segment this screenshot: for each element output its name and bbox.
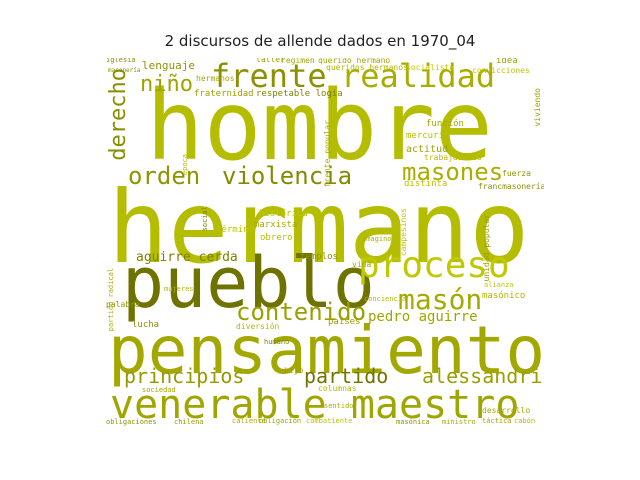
cloud-word: unidad popular [482, 214, 491, 282]
cloud-word: queridos hermanos [326, 63, 408, 72]
cloud-word: iglesia [106, 58, 136, 64]
cloud-word: palabra [106, 300, 140, 309]
cloud-word: caliente [232, 417, 266, 425]
cloud-word: masónica [396, 418, 430, 426]
cloud-word: proceso [358, 245, 510, 286]
cloud-word: idea [496, 58, 518, 66]
cloud-word: distinta [404, 179, 448, 189]
cloud-word: venerable maestro [110, 382, 520, 428]
cloud-word: socialista [406, 63, 455, 72]
cloud-word: orden [128, 162, 201, 190]
cloud-word: templos [300, 252, 338, 262]
cloud-word: alessandri [422, 364, 543, 388]
cloud-word: realidad [341, 58, 496, 95]
cloud-word: táctica [482, 417, 512, 425]
cloud-word: histórica [259, 209, 308, 219]
cloud-word: mercurio [406, 131, 450, 141]
cloud-word: respetable logia [256, 89, 343, 99]
cloud-word: viviendo [533, 88, 542, 127]
cloud-word: sociedad [142, 386, 176, 394]
cloud-word: pueblo [122, 242, 375, 324]
cloud-word: pedro aguirre [368, 309, 478, 325]
cloud-word: obligación [259, 417, 302, 425]
cloud-word: taller [256, 58, 285, 64]
cloud-word: social [201, 206, 209, 232]
cloud-word: frente [211, 58, 327, 95]
cloud-word: obligaciones [106, 418, 157, 426]
cloud-word: ministro [442, 418, 476, 426]
cloud-word: trabajadores [424, 153, 482, 162]
cloud-word: imagino [362, 235, 392, 243]
cloud-word: hombre [146, 70, 493, 182]
cloud-word: humano [264, 338, 290, 346]
cloud-word: combatiente [306, 417, 353, 425]
cloud-word: violencia [222, 162, 353, 190]
cloud-word: vida [352, 260, 372, 269]
cloud-word: derecho [106, 68, 131, 161]
cloud-word: actitud [406, 144, 449, 155]
cloud-word: hermanos [196, 74, 235, 83]
cloud-word: masones [402, 158, 504, 186]
cloud-word: francmasonería [478, 182, 544, 191]
cloud-word: cabón [514, 417, 536, 425]
cloud-word: conciencia [364, 295, 407, 303]
cloud-word: lucha [132, 320, 160, 330]
cloud-word: fuerza [502, 169, 531, 178]
cloud-word: época [181, 154, 189, 176]
cloud-word: obrero [260, 233, 293, 243]
cloud-word: frente popular [323, 120, 332, 188]
cloud-word: contenido [236, 298, 367, 326]
cloud-word: convicciones [472, 66, 530, 75]
cloud-word: régimen [281, 58, 315, 65]
cloud-word: partido [304, 364, 389, 388]
cloud-word: aguirre cerda [136, 250, 238, 265]
cloud-word: mujeres [164, 285, 194, 293]
cloud-word: diversión [236, 322, 280, 331]
cloud-word: sentido [324, 402, 354, 410]
word-cloud: hombre hermano pensamiento pueblo venera… [106, 58, 544, 428]
cloud-word: lenguaje [142, 59, 195, 72]
chart-title: 2 discursos de allende dados en 1970_04 [164, 32, 476, 50]
cloud-word: término [216, 225, 254, 235]
cloud-word: niño [140, 72, 193, 97]
cloud-word: hermano [108, 169, 530, 286]
cloud-word: masónico [482, 291, 526, 301]
cloud-word: campesinos [399, 208, 408, 257]
cloud-word: desarrollo [482, 406, 531, 415]
cloud-word: pensamiento [108, 312, 544, 389]
cloud-word: marxista [254, 220, 298, 230]
cloud-word: columnas [318, 384, 357, 393]
cloud-word: alianza [484, 281, 514, 289]
cloud-word: masonería [108, 67, 141, 74]
cloud-word: querido hermano [318, 58, 391, 65]
cloud-word: principios [124, 364, 245, 388]
cloud-word: función [426, 119, 464, 129]
cloud-word: masón [398, 283, 483, 316]
cloud-word: hijo [284, 366, 304, 375]
cloud-word: chilena [174, 418, 204, 426]
cloud-word: países [328, 317, 361, 327]
cloud-word: fraternidad [194, 89, 254, 99]
